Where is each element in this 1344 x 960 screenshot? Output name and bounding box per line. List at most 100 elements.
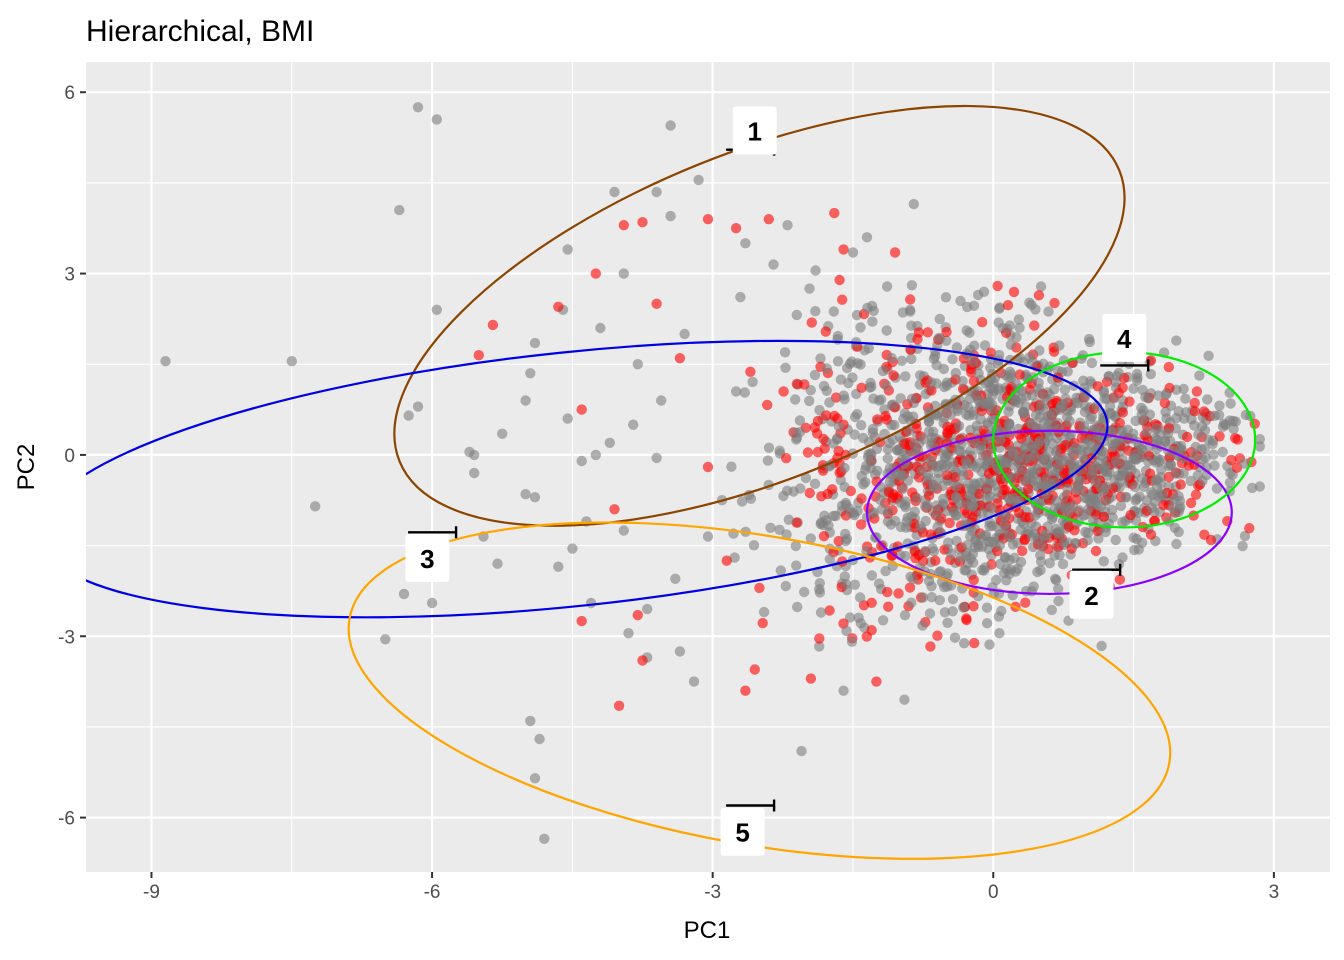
data-point-grey: [845, 507, 857, 518]
data-point-grey: [1090, 460, 1101, 472]
data-point-grey: [1151, 481, 1163, 492]
data-point-red: [872, 414, 883, 425]
data-point-grey: [1047, 438, 1058, 449]
data-point-grey: [994, 628, 1005, 639]
data-point-grey: [1052, 462, 1064, 473]
data-point-grey: [497, 428, 508, 439]
data-point-grey: [1202, 394, 1213, 405]
data-point-grey: [881, 380, 892, 391]
data-point-grey: [1145, 368, 1157, 380]
data-point-red: [932, 630, 943, 641]
data-point-grey: [469, 467, 480, 479]
data-point-grey: [1110, 435, 1121, 446]
data-point-grey: [939, 607, 951, 618]
data-point-grey: [814, 578, 825, 589]
data-point-grey: [977, 541, 988, 552]
data-point-grey: [604, 437, 615, 448]
data-point-grey: [1141, 427, 1152, 438]
data-point-red: [576, 615, 587, 627]
data-point-grey: [884, 476, 896, 488]
data-point-grey: [1086, 357, 1098, 369]
x-axis-title: PC1: [684, 917, 731, 944]
data-point-red: [1098, 511, 1110, 522]
data-point-grey: [938, 363, 949, 375]
data-point-red: [926, 385, 937, 396]
data-point-red: [1226, 454, 1237, 466]
data-point-grey: [1120, 492, 1131, 503]
y-axis-ticks: -6 -3 0 3 6: [58, 83, 86, 830]
data-point-grey: [906, 597, 917, 608]
data-point-red: [1029, 320, 1040, 331]
data-point-red: [969, 637, 980, 649]
data-point-grey: [1088, 515, 1099, 526]
data-point-red: [1114, 574, 1126, 585]
data-point-grey: [1237, 540, 1248, 552]
data-point-grey: [951, 481, 962, 492]
data-point-grey: [994, 349, 1005, 361]
data-point-grey: [828, 510, 839, 522]
cluster-label-5: 5: [735, 818, 749, 848]
data-point-grey: [1070, 537, 1081, 549]
data-point-grey: [967, 500, 979, 512]
data-point-grey: [792, 601, 803, 613]
data-point-grey: [1003, 493, 1015, 505]
data-point-grey: [1096, 640, 1107, 652]
data-point-grey: [943, 537, 954, 548]
data-point-grey: [1178, 413, 1190, 424]
data-point-red: [1117, 407, 1129, 418]
data-point-grey: [729, 552, 740, 563]
data-point-grey: [892, 444, 903, 456]
data-point-grey: [534, 733, 545, 745]
data-point-grey: [881, 281, 893, 292]
data-point-grey: [862, 452, 874, 463]
data-point-grey: [840, 578, 852, 590]
data-point-red: [1125, 509, 1136, 521]
data-point-grey: [1140, 391, 1151, 403]
data-point-grey: [867, 423, 879, 435]
data-point-red: [856, 493, 867, 504]
data-point-red: [856, 382, 867, 393]
data-point-grey: [679, 328, 690, 340]
data-point-grey: [1157, 489, 1168, 500]
data-point-grey: [918, 434, 929, 445]
data-point-grey: [1131, 375, 1143, 386]
data-point-grey: [934, 595, 945, 606]
data-point-grey: [908, 198, 919, 210]
data-point-red: [590, 268, 601, 279]
data-point-grey: [1005, 369, 1017, 380]
data-point-grey: [934, 313, 945, 325]
data-point-grey: [310, 501, 321, 512]
data-point-grey: [1015, 556, 1027, 568]
data-point-grey: [840, 535, 851, 547]
data-point-red: [754, 582, 765, 594]
data-point-grey: [1109, 474, 1120, 485]
data-point-grey: [987, 520, 998, 532]
data-point-grey: [1041, 529, 1052, 540]
data-point-grey: [975, 440, 986, 452]
data-point-grey: [562, 413, 573, 424]
data-point-grey: [539, 833, 550, 844]
data-point-grey: [529, 337, 541, 349]
data-point-grey: [1028, 581, 1039, 592]
data-point-grey: [992, 486, 1003, 498]
data-point-grey: [985, 502, 997, 514]
x-tick-label: 3: [1269, 882, 1280, 903]
data-point-red: [1117, 382, 1128, 393]
data-point-grey: [882, 444, 894, 455]
data-point-grey: [774, 524, 785, 535]
data-point-red: [1159, 397, 1171, 409]
data-point-grey: [993, 317, 1004, 328]
data-point-grey: [1084, 336, 1096, 348]
data-point-grey: [915, 521, 926, 532]
data-point-grey: [947, 354, 958, 365]
data-point-grey: [920, 545, 931, 557]
data-point-grey: [1100, 526, 1111, 538]
data-point-grey: [1095, 482, 1107, 494]
data-point-grey: [1189, 420, 1200, 431]
data-point-grey: [1045, 463, 1056, 474]
data-point-grey: [748, 540, 760, 551]
data-point-grey: [975, 413, 986, 425]
data-point-red: [1205, 534, 1217, 546]
data-point-red: [1185, 497, 1197, 509]
data-point-grey: [1085, 413, 1096, 425]
